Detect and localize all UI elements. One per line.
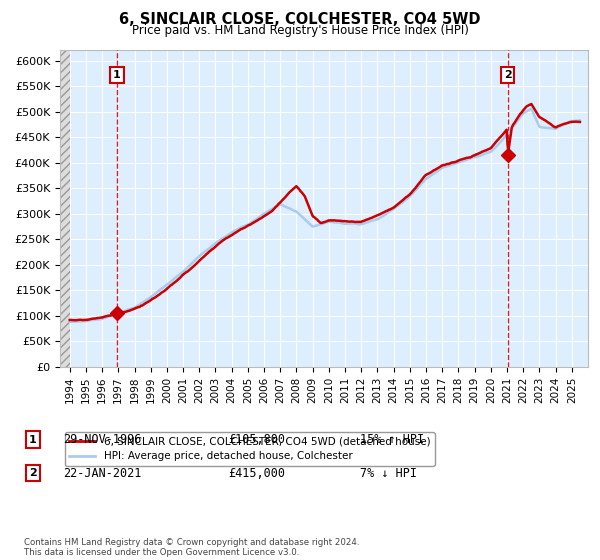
- Bar: [60, 40, 70, 367]
- Text: 1: 1: [29, 435, 37, 445]
- Text: Contains HM Land Registry data © Crown copyright and database right 2024.
This d: Contains HM Land Registry data © Crown c…: [24, 538, 359, 557]
- Text: 22-JAN-2021: 22-JAN-2021: [63, 466, 142, 480]
- Legend: 6, SINCLAIR CLOSE, COLCHESTER, CO4 5WD (detached house), HPI: Average price, det: 6, SINCLAIR CLOSE, COLCHESTER, CO4 5WD (…: [65, 432, 434, 466]
- Text: 6, SINCLAIR CLOSE, COLCHESTER, CO4 5WD: 6, SINCLAIR CLOSE, COLCHESTER, CO4 5WD: [119, 12, 481, 27]
- Text: 15% ↑ HPI: 15% ↑ HPI: [360, 433, 424, 446]
- Text: 2: 2: [29, 468, 37, 478]
- Text: Price paid vs. HM Land Registry's House Price Index (HPI): Price paid vs. HM Land Registry's House …: [131, 24, 469, 36]
- Text: 1: 1: [113, 70, 121, 80]
- Text: £415,000: £415,000: [228, 466, 285, 480]
- Text: 2: 2: [504, 70, 512, 80]
- Text: £105,800: £105,800: [228, 433, 285, 446]
- Text: 29-NOV-1996: 29-NOV-1996: [63, 433, 142, 446]
- Text: 7% ↓ HPI: 7% ↓ HPI: [360, 466, 417, 480]
